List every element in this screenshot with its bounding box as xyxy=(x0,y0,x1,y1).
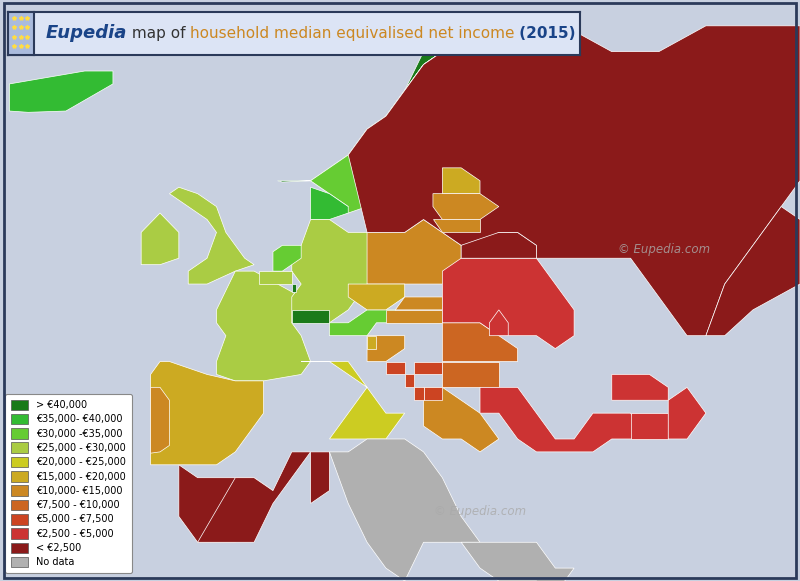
Polygon shape xyxy=(198,452,310,542)
Legend: > €40,000, €35,000- €40,000, €30,000 -€35,000, €25,000 - €30,000, €20,000 - €25,: > €40,000, €35,000- €40,000, €30,000 -€3… xyxy=(5,394,132,573)
Polygon shape xyxy=(10,71,113,112)
Polygon shape xyxy=(150,388,170,453)
Polygon shape xyxy=(630,413,668,439)
Polygon shape xyxy=(433,193,499,220)
Text: (2015): (2015) xyxy=(514,26,576,41)
Polygon shape xyxy=(301,361,405,439)
Polygon shape xyxy=(668,388,706,439)
Polygon shape xyxy=(386,310,442,323)
Polygon shape xyxy=(141,213,179,265)
Polygon shape xyxy=(292,310,330,323)
Text: map of: map of xyxy=(126,26,190,41)
Polygon shape xyxy=(179,465,273,542)
Polygon shape xyxy=(348,284,405,310)
Polygon shape xyxy=(292,220,377,323)
Polygon shape xyxy=(414,388,423,400)
Polygon shape xyxy=(330,439,480,581)
Polygon shape xyxy=(395,297,442,310)
Polygon shape xyxy=(423,388,499,452)
Polygon shape xyxy=(170,187,254,284)
Polygon shape xyxy=(442,323,518,361)
Polygon shape xyxy=(423,388,442,400)
Polygon shape xyxy=(386,361,405,374)
Polygon shape xyxy=(442,258,574,349)
Text: © Eupedia.com: © Eupedia.com xyxy=(434,505,526,518)
Polygon shape xyxy=(310,452,330,504)
Polygon shape xyxy=(461,542,574,581)
Polygon shape xyxy=(386,13,518,168)
Polygon shape xyxy=(292,284,297,292)
Polygon shape xyxy=(278,13,518,207)
Polygon shape xyxy=(433,220,480,232)
Polygon shape xyxy=(612,374,668,400)
Polygon shape xyxy=(367,336,377,349)
Text: Eupedia: Eupedia xyxy=(45,24,126,42)
Polygon shape xyxy=(367,336,405,361)
Polygon shape xyxy=(405,374,414,388)
Text: household median equivalised net income: household median equivalised net income xyxy=(190,26,514,41)
Polygon shape xyxy=(706,207,800,336)
Text: © Eupedia.com: © Eupedia.com xyxy=(618,243,710,256)
Polygon shape xyxy=(330,310,395,336)
Polygon shape xyxy=(461,232,537,258)
Polygon shape xyxy=(310,187,348,220)
Polygon shape xyxy=(310,13,518,213)
Polygon shape xyxy=(442,168,480,193)
Polygon shape xyxy=(490,310,508,336)
Polygon shape xyxy=(414,361,442,374)
Polygon shape xyxy=(217,271,310,381)
Polygon shape xyxy=(480,388,650,452)
Polygon shape xyxy=(442,361,499,388)
Polygon shape xyxy=(259,271,292,284)
Polygon shape xyxy=(273,245,301,271)
Polygon shape xyxy=(367,220,461,284)
Polygon shape xyxy=(348,26,800,336)
Polygon shape xyxy=(150,361,263,465)
